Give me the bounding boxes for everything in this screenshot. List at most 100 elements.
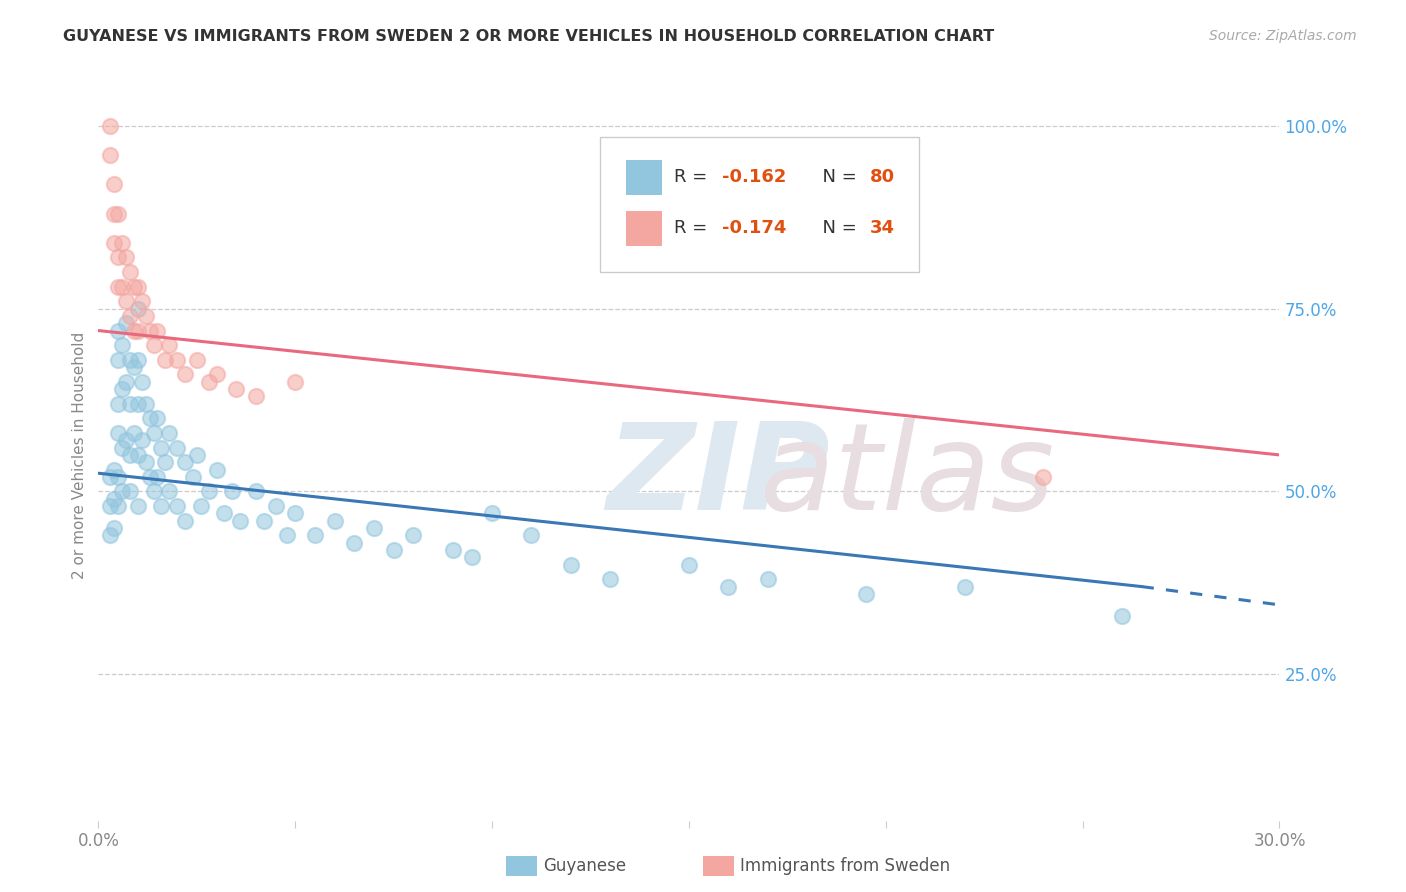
Point — [205, 462, 228, 476]
Point — [98, 499, 121, 513]
Point — [111, 382, 134, 396]
Point — [174, 368, 197, 382]
Point — [717, 580, 740, 594]
Point — [107, 470, 129, 484]
Text: -0.162: -0.162 — [723, 169, 786, 186]
Point — [98, 528, 121, 542]
Text: R =: R = — [673, 169, 713, 186]
Point — [115, 375, 138, 389]
Point — [382, 543, 405, 558]
Point — [855, 587, 877, 601]
Point — [127, 352, 149, 367]
Point — [118, 397, 141, 411]
Point — [146, 470, 169, 484]
Point — [253, 514, 276, 528]
Point — [127, 324, 149, 338]
Point — [197, 484, 219, 499]
Point — [1032, 470, 1054, 484]
Point — [118, 265, 141, 279]
Point — [155, 455, 177, 469]
Point — [118, 484, 141, 499]
FancyBboxPatch shape — [626, 211, 662, 246]
Point — [166, 441, 188, 455]
Y-axis label: 2 or more Vehicles in Household: 2 or more Vehicles in Household — [72, 331, 87, 579]
Point — [103, 178, 125, 192]
Text: Guyanese: Guyanese — [543, 857, 626, 875]
Point — [221, 484, 243, 499]
Point — [107, 251, 129, 265]
Point — [127, 279, 149, 293]
Point — [166, 499, 188, 513]
Point — [127, 301, 149, 316]
Point — [174, 514, 197, 528]
Point — [229, 514, 252, 528]
Point — [205, 368, 228, 382]
Point — [107, 279, 129, 293]
Point — [107, 397, 129, 411]
Point — [186, 352, 208, 367]
Point — [343, 535, 366, 549]
Point — [304, 528, 326, 542]
Point — [135, 397, 157, 411]
Text: Source: ZipAtlas.com: Source: ZipAtlas.com — [1209, 29, 1357, 43]
Point — [245, 389, 267, 403]
Point — [1111, 608, 1133, 623]
Point — [111, 441, 134, 455]
Point — [118, 309, 141, 323]
Point — [138, 411, 160, 425]
Point — [166, 352, 188, 367]
Point — [402, 528, 425, 542]
Point — [157, 338, 180, 352]
Point — [98, 119, 121, 133]
Point — [103, 206, 125, 220]
Text: ZIP: ZIP — [606, 418, 830, 535]
Point — [150, 499, 173, 513]
Point — [118, 448, 141, 462]
Text: N =: N = — [811, 219, 862, 237]
Text: R =: R = — [673, 219, 713, 237]
Text: -0.174: -0.174 — [723, 219, 786, 237]
Point — [157, 425, 180, 440]
Text: 34: 34 — [870, 219, 894, 237]
Point — [103, 521, 125, 535]
Point — [678, 558, 700, 572]
Point — [190, 499, 212, 513]
Point — [111, 235, 134, 250]
Point — [127, 397, 149, 411]
Text: N =: N = — [811, 169, 862, 186]
Point — [115, 434, 138, 448]
Point — [135, 455, 157, 469]
Point — [284, 375, 307, 389]
Point — [441, 543, 464, 558]
Point — [111, 279, 134, 293]
Point — [146, 324, 169, 338]
Point — [135, 309, 157, 323]
Point — [103, 491, 125, 506]
Point — [323, 514, 346, 528]
Point — [142, 338, 165, 352]
Point — [107, 425, 129, 440]
Point — [111, 338, 134, 352]
Point — [103, 235, 125, 250]
Point — [461, 550, 484, 565]
Point — [186, 448, 208, 462]
Point — [284, 507, 307, 521]
Point — [98, 148, 121, 162]
Point — [142, 425, 165, 440]
FancyBboxPatch shape — [600, 136, 920, 272]
Point — [115, 294, 138, 309]
Point — [520, 528, 543, 542]
Point — [118, 352, 141, 367]
Point — [245, 484, 267, 499]
Point — [103, 462, 125, 476]
Point — [115, 251, 138, 265]
Point — [127, 499, 149, 513]
Point — [157, 484, 180, 499]
FancyBboxPatch shape — [626, 161, 662, 195]
Text: GUYANESE VS IMMIGRANTS FROM SWEDEN 2 OR MORE VEHICLES IN HOUSEHOLD CORRELATION C: GUYANESE VS IMMIGRANTS FROM SWEDEN 2 OR … — [63, 29, 994, 44]
Point — [138, 324, 160, 338]
Point — [174, 455, 197, 469]
Point — [276, 528, 298, 542]
Point — [107, 352, 129, 367]
Point — [197, 375, 219, 389]
